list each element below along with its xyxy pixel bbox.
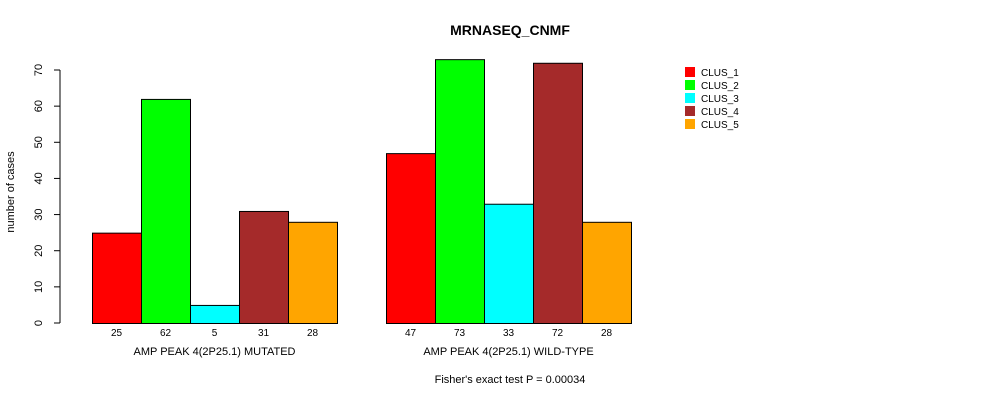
legend-swatch: [685, 93, 695, 103]
bar-clus-3: [190, 304, 240, 324]
bar-value-label: 28: [601, 328, 613, 339]
bar-value-label: 25: [111, 328, 123, 339]
bar-value-label: 47: [405, 328, 417, 339]
bar-clus-1: [386, 153, 436, 324]
legend-label: CLUS_3: [701, 94, 739, 105]
y-tick-label: 20: [33, 245, 45, 257]
group-labels: AMP PEAK 4(2P25.1) MUTATED AMP PEAK 4(2P2…: [134, 346, 594, 358]
legend-label: CLUS_4: [701, 107, 739, 118]
bar-value-label: 72: [552, 328, 564, 339]
group-label: AMP PEAK 4(2P25.1) WILD-TYPE: [423, 346, 593, 358]
legend: CLUS_1 CLUS_2 CLUS_3 CLUS_4 CLUS_5: [685, 67, 739, 131]
bar-value-label: 73: [454, 328, 466, 339]
bar-clus-1: [92, 232, 142, 324]
legend-label: CLUS_1: [701, 68, 739, 79]
legend-swatch: [685, 106, 695, 116]
y-tick-label: 0: [33, 320, 45, 326]
bar-clus-5: [582, 221, 632, 324]
bar-clus-5: [288, 221, 338, 324]
chart-title: MRNASEQ_CNMF: [450, 22, 570, 38]
bar-clus-4: [533, 62, 583, 325]
bar-value-label: 5: [212, 328, 218, 339]
y-axis-label: number of cases: [5, 151, 17, 233]
legend-swatch: [685, 80, 695, 90]
y-tick-label: 50: [33, 136, 45, 148]
group-label: AMP PEAK 4(2P25.1) MUTATED: [134, 346, 296, 358]
fisher-test-footnote: Fisher's exact test P = 0.00034: [435, 374, 586, 386]
y-tick-label: 70: [33, 64, 45, 76]
legend-swatch: [685, 67, 695, 77]
bar-clus-2: [141, 98, 191, 324]
bar-value-label: 33: [503, 328, 515, 339]
bar-clus-3: [484, 203, 534, 325]
y-axis: 0 10 20 30 40 50 60 70: [33, 64, 61, 326]
legend-label: CLUS_2: [701, 81, 739, 92]
bar-value-label: 62: [160, 328, 172, 339]
bar-value-label: 28: [307, 328, 319, 339]
value-labels: 25 62 5 31 28 47 73 33 72 28: [111, 328, 613, 339]
y-tick-label: 10: [33, 281, 45, 293]
y-tick-label: 30: [33, 208, 45, 220]
bar-clus-4: [239, 210, 289, 324]
y-tick-label: 60: [33, 100, 45, 112]
y-tick-label: 40: [33, 172, 45, 184]
bar-clus-2: [435, 59, 485, 325]
bars: [92, 59, 632, 325]
bar-value-label: 31: [258, 328, 270, 339]
legend-label: CLUS_5: [701, 120, 739, 131]
legend-swatch: [685, 119, 695, 129]
